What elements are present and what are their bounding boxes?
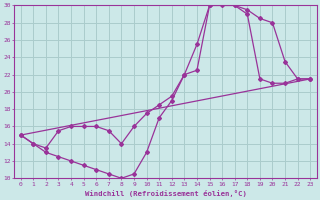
X-axis label: Windchill (Refroidissement éolien,°C): Windchill (Refroidissement éolien,°C) [84, 190, 246, 197]
